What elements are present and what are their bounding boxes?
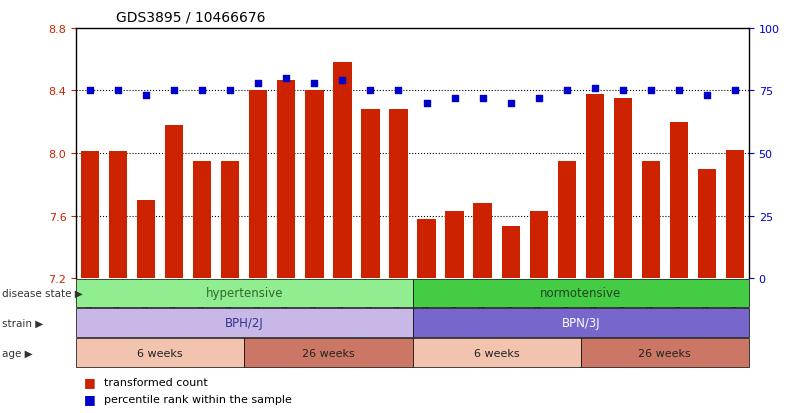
Bar (413, 279, 749, 308)
Bar (389, 110, 408, 278)
Bar (726, 150, 744, 278)
Bar (586, 95, 604, 278)
Text: 26 weeks: 26 weeks (638, 348, 691, 358)
Point (616, 88, 629, 95)
Point (700, 93, 713, 100)
Text: BPN/3J: BPN/3J (562, 316, 600, 330)
Bar (445, 211, 464, 278)
Bar (76, 309, 413, 337)
Bar (473, 204, 492, 278)
Text: 6 weeks: 6 weeks (474, 348, 519, 358)
Point (728, 88, 741, 95)
Text: ■: ■ (84, 392, 96, 405)
Bar (557, 161, 576, 278)
Bar (642, 161, 660, 278)
Bar (221, 161, 239, 278)
Point (336, 78, 349, 85)
Point (672, 88, 685, 95)
Bar (670, 123, 688, 278)
Point (392, 88, 405, 95)
Text: hypertensive: hypertensive (206, 287, 283, 300)
Bar (165, 126, 183, 278)
Bar (417, 219, 436, 278)
Bar (501, 227, 520, 278)
Bar (76, 279, 413, 308)
Bar (581, 338, 749, 367)
Text: transformed count: transformed count (104, 377, 208, 387)
Point (280, 76, 293, 82)
Bar (193, 161, 211, 278)
Bar (333, 63, 352, 278)
Point (308, 81, 320, 87)
Bar (529, 211, 548, 278)
Bar (109, 152, 127, 278)
Text: strain ▶: strain ▶ (2, 318, 42, 328)
Text: 6 weeks: 6 weeks (138, 348, 183, 358)
Point (224, 88, 237, 95)
Point (139, 93, 152, 100)
Text: 26 weeks: 26 weeks (302, 348, 355, 358)
Point (195, 88, 208, 95)
Bar (698, 169, 716, 278)
Point (561, 88, 574, 95)
Bar (614, 99, 632, 278)
Point (252, 81, 264, 87)
Point (644, 88, 657, 95)
Text: GDS3895 / 10466676: GDS3895 / 10466676 (116, 11, 266, 25)
Point (111, 88, 125, 95)
Text: normotensive: normotensive (540, 287, 622, 300)
Bar (277, 81, 296, 278)
Point (505, 100, 517, 107)
Text: age ▶: age ▶ (2, 348, 32, 358)
Text: percentile rank within the sample: percentile rank within the sample (104, 394, 292, 404)
Point (476, 95, 489, 102)
Text: disease state ▶: disease state ▶ (2, 288, 83, 298)
Point (588, 85, 601, 92)
Point (421, 100, 433, 107)
Bar (81, 152, 99, 278)
Point (168, 88, 181, 95)
Point (449, 95, 461, 102)
Bar (137, 200, 155, 278)
Point (532, 95, 545, 102)
Bar (305, 91, 324, 278)
Bar (249, 91, 268, 278)
Bar (361, 110, 380, 278)
Bar (413, 309, 749, 337)
Bar (76, 338, 244, 367)
Bar (244, 338, 413, 367)
Text: ■: ■ (84, 375, 96, 389)
Text: BPH/2J: BPH/2J (225, 316, 264, 330)
Point (364, 88, 377, 95)
Point (84, 88, 96, 95)
Bar (413, 338, 581, 367)
